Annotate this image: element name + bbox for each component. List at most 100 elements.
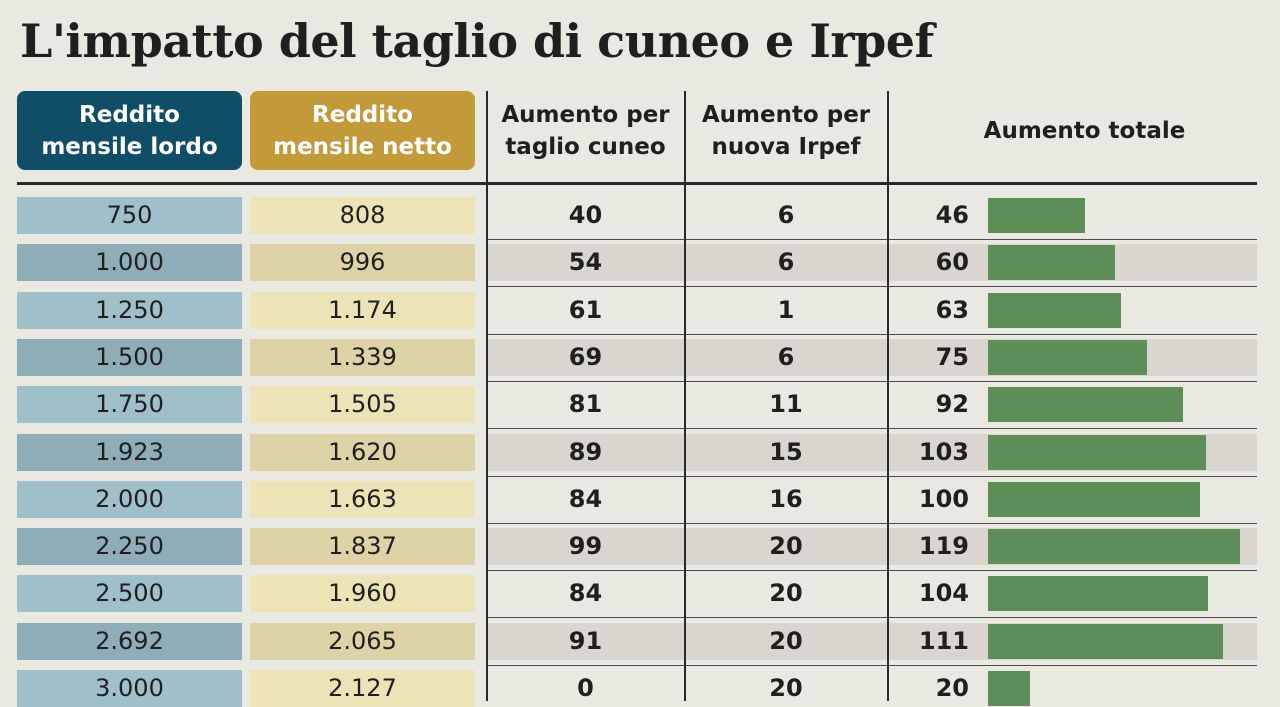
cell-aumento-cuneo: 89 [568,437,603,466]
cell-aumento-cuneo: 91 [568,626,603,655]
cell-reddito-lordo: 2.692 [17,622,242,660]
bar-aumento-totale [988,576,1208,612]
header-reddito-netto: Reddito mensile netto [250,91,475,170]
bar-aumento-totale [988,529,1240,565]
cell-aumento-totale: 92 [935,390,969,419]
table-row: 750 808 40 6 46 [0,197,1280,240]
bar-aumento-totale [988,245,1115,281]
cell-aumento-irpef: 16 [769,484,803,513]
cell-aumento-cuneo: 99 [568,532,603,561]
row-band [487,244,1257,282]
cell-aumento-cuneo: 69 [568,342,603,371]
header-netto-line1: Reddito [312,101,413,128]
header-aumento-cuneo: Aumento per taglio cuneo [487,91,684,170]
header-cuneo-line2: taglio cuneo [505,133,666,160]
cell-reddito-lordo: 3.000 [17,670,242,707]
cell-aumento-irpef: 20 [769,532,803,561]
row-separator [487,570,1257,572]
cell-reddito-netto: 808 [250,197,475,234]
bar-aumento-totale [988,198,1085,233]
row-separator [487,333,1257,335]
cell-aumento-totale: 75 [935,342,969,371]
cell-aumento-totale: 100 [918,484,969,513]
header-lordo-line2: mensile lordo [41,133,218,160]
cell-aumento-irpef: 15 [769,437,803,466]
cell-reddito-lordo: 1.500 [17,338,242,376]
cell-aumento-cuneo: 54 [568,248,603,277]
cell-reddito-netto: 2.065 [250,622,475,660]
cell-reddito-lordo: 1.923 [17,433,242,471]
cell-aumento-cuneo: 61 [568,295,603,324]
bar-aumento-totale [988,481,1200,517]
cell-aumento-totale: 119 [918,532,969,561]
header-netto-line2: mensile netto [273,133,452,160]
row-separator [487,239,1257,240]
table-row: 2.500 1.960 84 20 104 [0,575,1280,619]
table-row: 1.750 1.505 81 11 92 [0,386,1280,430]
bar-aumento-totale [988,434,1206,470]
header-irpef-line1: Aumento per [701,101,871,128]
cell-reddito-netto: 2.127 [250,670,475,707]
header-aumento-irpef: Aumento per nuova Irpef [686,91,886,170]
cell-aumento-cuneo: 84 [568,484,603,513]
cell-reddito-netto: 1.663 [250,480,475,518]
row-separator [487,617,1257,619]
table-row: 2.692 2.065 91 20 111 [0,622,1280,666]
page-title: L'impatto del taglio di cuneo e Irpef [20,14,934,68]
cell-aumento-totale: 104 [918,579,969,608]
cell-reddito-netto: 1.505 [250,386,475,424]
table-row: 2.250 1.837 99 20 119 [0,528,1280,572]
row-separator [487,475,1257,477]
table-row: 1.000 996 54 6 60 [0,244,1280,288]
header-cuneo-line1: Aumento per [501,101,670,128]
cell-reddito-netto: 1.837 [250,528,475,566]
cell-aumento-totale: 63 [935,295,969,324]
cell-reddito-netto: 1.174 [250,291,475,329]
cell-aumento-irpef: 11 [769,390,803,419]
cell-aumento-irpef: 20 [769,674,803,702]
cell-reddito-lordo: 1.000 [17,244,242,282]
header-totale-label: Aumento totale [983,117,1186,144]
row-separator [487,380,1257,382]
bar-aumento-totale [988,671,1030,706]
cell-aumento-irpef: 20 [769,579,803,608]
table-row: 1.250 1.174 61 1 63 [0,291,1280,335]
cell-reddito-netto: 1.960 [250,575,475,613]
cell-aumento-totale: 103 [918,437,969,466]
header-irpef-line2: nuova Irpef [711,133,861,160]
cell-aumento-totale: 46 [935,201,969,229]
table-row: 3.000 2.127 0 20 20 [0,670,1280,707]
bar-aumento-totale [988,387,1183,423]
header-reddito-lordo: Reddito mensile lordo [17,91,242,170]
cell-reddito-lordo: 2.500 [17,575,242,613]
cell-aumento-irpef: 1 [777,295,795,324]
header-aumento-totale: Aumento totale [889,91,1280,170]
cell-reddito-lordo: 750 [17,197,242,234]
cell-aumento-totale: 60 [935,248,969,277]
cell-aumento-irpef: 6 [777,248,795,277]
bar-aumento-totale [988,292,1121,328]
cell-reddito-lordo: 1.250 [17,291,242,329]
column-divider-2 [684,91,686,701]
row-separator [487,428,1257,430]
column-divider-1 [486,91,488,701]
cell-aumento-cuneo: 81 [568,390,603,419]
header-divider [17,182,1257,185]
cell-aumento-totale: 111 [918,626,969,655]
table-row: 1.923 1.620 89 15 103 [0,433,1280,477]
cell-reddito-lordo: 2.000 [17,480,242,518]
cell-reddito-netto: 996 [250,244,475,282]
bar-aumento-totale [988,623,1223,659]
cell-aumento-cuneo: 40 [568,201,603,229]
header-lordo-line1: Reddito [79,101,180,128]
cell-aumento-irpef: 20 [769,626,803,655]
cell-aumento-cuneo: 0 [577,674,594,702]
cell-reddito-lordo: 2.250 [17,528,242,566]
table-row: 2.000 1.663 84 16 100 [0,480,1280,524]
cell-reddito-lordo: 1.750 [17,386,242,424]
cell-aumento-cuneo: 84 [568,579,603,608]
cell-aumento-irpef: 6 [777,201,795,229]
cell-aumento-irpef: 6 [777,342,795,371]
cell-reddito-netto: 1.339 [250,338,475,376]
